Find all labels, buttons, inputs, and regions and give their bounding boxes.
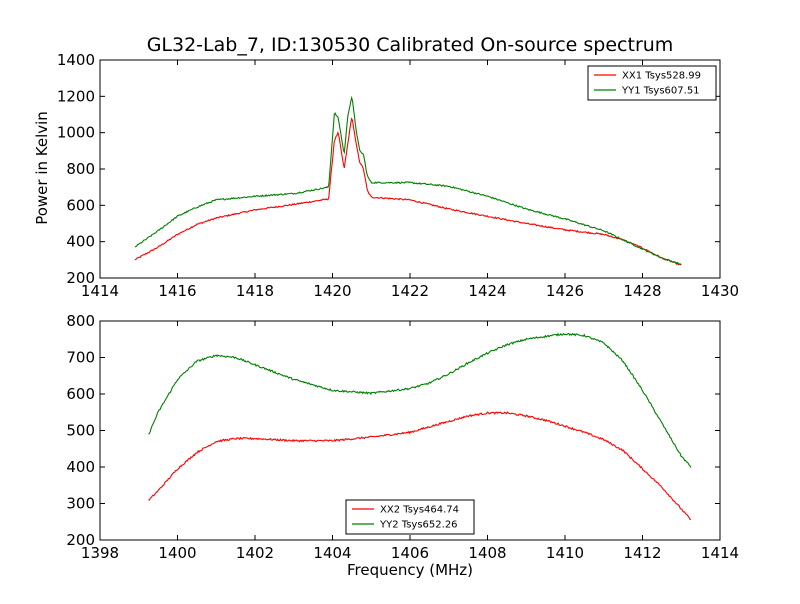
x-tick-label-1-4: 1422 bbox=[391, 282, 429, 300]
series-line-1-2 bbox=[134, 95, 682, 266]
x-tick-label-1-3: 1420 bbox=[313, 282, 351, 300]
legend-box-1 bbox=[587, 65, 717, 101]
x-tick-label-1-7: 1428 bbox=[623, 282, 661, 300]
y-tick-label-1-2: 600 bbox=[66, 196, 95, 214]
legend-label-2-2: YY2 Tsys652.26 bbox=[379, 520, 458, 531]
y-axis-label-top: Power in Kelvin bbox=[33, 111, 51, 225]
x-tick-label-2-7: 1412 bbox=[623, 544, 661, 562]
y-tick-label-2-6: 800 bbox=[66, 312, 95, 330]
x-tick-label-1-0: 1414 bbox=[81, 282, 119, 300]
y-tick-label-2-0: 200 bbox=[66, 531, 95, 549]
x-axis-label-bottom: Frequency (MHz) bbox=[346, 561, 474, 579]
legend-label-1-1: XX1 Tsys528.99 bbox=[622, 71, 701, 82]
legend-label-1-2: YY1 Tsys607.51 bbox=[621, 86, 700, 97]
x-tick-label-2-0: 1398 bbox=[81, 544, 119, 562]
x-tick-label-1-6: 1426 bbox=[546, 282, 584, 300]
x-tick-label-2-6: 1410 bbox=[546, 544, 584, 562]
y-tick-label-2-5: 700 bbox=[66, 349, 95, 367]
x-tick-label-2-5: 1408 bbox=[468, 544, 506, 562]
y-tick-label-1-6: 1400 bbox=[57, 51, 95, 69]
series-line-2-2 bbox=[148, 332, 692, 468]
x-tick-label-2-3: 1404 bbox=[313, 544, 351, 562]
x-tick-label-2-2: 1402 bbox=[236, 544, 274, 562]
y-tick-label-1-1: 400 bbox=[66, 233, 95, 251]
x-tick-label-2-4: 1406 bbox=[391, 544, 429, 562]
y-tick-label-2-1: 300 bbox=[66, 495, 95, 513]
legend-box-2 bbox=[345, 499, 475, 535]
x-tick-label-2-8: 1414 bbox=[701, 544, 739, 562]
x-tick-label-1-5: 1424 bbox=[468, 282, 506, 300]
x-tick-label-1-1: 1416 bbox=[158, 282, 196, 300]
y-tick-label-1-0: 200 bbox=[66, 269, 95, 287]
x-tick-label-2-1: 1400 bbox=[158, 544, 196, 562]
y-tick-label-2-3: 500 bbox=[66, 422, 95, 440]
chart-title: GL32-Lab_7, ID:130530 Calibrated On-sour… bbox=[146, 34, 674, 56]
legend-label-2-1: XX2 Tsys464.74 bbox=[380, 505, 459, 516]
y-tick-label-1-3: 800 bbox=[66, 160, 95, 178]
x-tick-label-1-8: 1430 bbox=[701, 282, 739, 300]
y-tick-label-2-2: 400 bbox=[66, 458, 95, 476]
y-tick-label-1-5: 1200 bbox=[57, 87, 95, 105]
y-tick-label-1-4: 1000 bbox=[57, 124, 95, 142]
x-tick-label-1-2: 1418 bbox=[236, 282, 274, 300]
series-line-1-1 bbox=[134, 117, 682, 266]
y-tick-label-2-4: 600 bbox=[66, 385, 95, 403]
series-line-2-1 bbox=[148, 411, 692, 520]
